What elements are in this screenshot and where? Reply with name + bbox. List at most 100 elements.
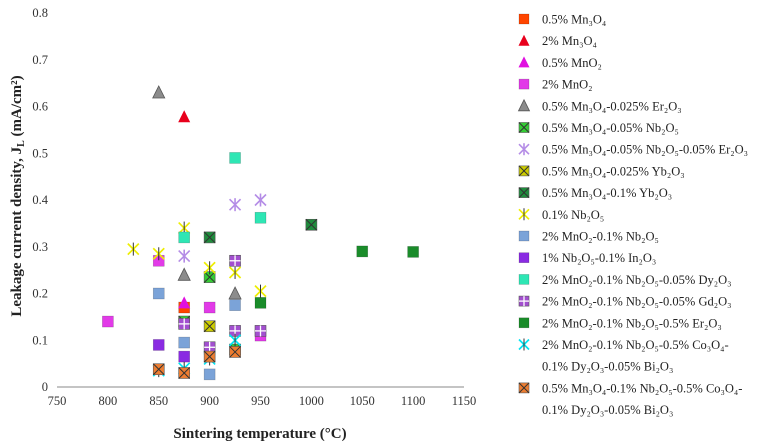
y-axis-title-unit: (mA/cm²) [9,75,25,140]
legend-marker [518,338,530,351]
data-point [203,261,216,275]
data-point [178,336,190,349]
data-point [178,249,191,263]
data-point [356,245,369,258]
legend-marker [518,382,530,394]
data-point [178,296,191,309]
data-point [203,320,216,333]
y-tick-labels: 0 0.1 0.2 0.3 0.4 0.5 0.6 0.7 0.8 [32,6,48,394]
legend-marker [518,252,530,263]
legend-label: 2% MnO₂-0.1% Nb₂O₅ [542,230,659,244]
data-point [254,211,267,224]
legend-entry: 0.1% Nb₂O₅ [518,208,604,222]
data-point [152,247,165,261]
data-point [229,346,241,358]
data-point [228,265,242,279]
legend-entry: 0.5% Mn₃O₄-0.05% Nb₂O₅ [518,121,679,135]
data-point [254,297,267,309]
legend-label: 0.5% Mn₃O₄-0.1% Yb₂O₃ [542,186,672,200]
x-tick-label: 750 [48,394,67,408]
legend-entry: 2% MnO₂-0.1% Nb₂O₅-0.05% Gd₂O₃ [518,295,731,309]
data-point [203,368,216,381]
x-tick-label: 1100 [401,394,426,408]
legend-entry: 2% MnO₂-0.1% Nb₂O₅-0.5% Er₂O₃ [518,316,722,330]
data-point [203,350,216,363]
data-point [177,267,191,281]
data-point [407,246,419,258]
data-point [178,350,190,363]
data-point [152,287,165,300]
legend-marker [518,13,530,25]
y-tick-label: 0 [42,380,48,394]
legend-label: 0.5% Mn₃O₄-0.05% Nb₂O₅-0.05% Er₂O₃ [542,143,748,157]
data-point [228,198,242,212]
y-tick-label: 0.4 [32,193,48,207]
legend-entry: 0.5% Mn₃O₄ [518,13,606,27]
y-tick-label: 0.8 [32,6,48,20]
y-tick-label: 0.1 [32,333,48,347]
legend: 0.5% Mn₃O₄ 2% Mn₃O₄ 0.5% MnO₂ 2% MnO₂ 0.5% M… [517,13,748,417]
data-point [254,193,267,207]
legend-marker [518,34,530,46]
legend-entry: 0.5% Mn₃O₄-0.025% Yb₂O₃ [518,164,685,178]
y-tick-label: 0.2 [32,287,48,301]
legend-marker [517,98,531,112]
data-point [203,301,216,314]
legend-entry: 1% Nb₂O₅-0.1% In₂O₃ [518,251,656,265]
data-point [178,110,191,123]
legend-entry: 0.5% Mn₃O₄-0.05% Nb₂O₅-0.05% Er₂O₃ [518,143,748,157]
x-tick-label: 850 [149,394,168,408]
data-point [229,299,241,311]
legend-marker [518,143,530,156]
data-point [178,318,190,330]
data-point [305,218,318,231]
legend-label: 2% MnO₂-0.1% Nb₂O₅-0.5% Er₂O₃ [542,316,722,330]
legend-marker [518,295,530,307]
data-point [254,284,267,298]
data-point [229,152,241,164]
legend-label: 0.5% Mn₃O₄-0.05% Nb₂O₅ [542,121,679,135]
data-point [178,367,191,379]
legend-entry: 0.5% Mn₃O₄-0.1% Nb₂O₅-0.5% Co₃O₄- 0.1% Dy… [518,381,742,417]
x-tick-label: 1000 [299,394,324,408]
legend-marker [518,187,530,198]
legend-label: 0.5% Mn₃O₄-0.025% Er₂O₃ [542,99,682,113]
data-point [228,333,242,347]
data-point [127,242,140,256]
legend-label: 2% MnO₂-0.1% Nb₂O₅-0.5% Co₃O₄- [542,338,729,352]
x-tick-label: 900 [200,394,219,408]
legend-entry: 0.5% Mn₃O₄-0.025% Er₂O₃ [517,98,682,113]
legend-entry: 2% MnO₂ [518,78,593,92]
y-tick-label: 0.3 [32,240,48,254]
legend-label: 1% Nb₂O₅-0.1% In₂O₃ [542,251,656,265]
data-point [228,286,242,300]
legend-entry: 2% MnO₂-0.1% Nb₂O₅-0.5% Co₃O₄- 0.1% Dy₂O₃… [518,338,729,374]
x-tick-label: 1150 [452,394,477,408]
legend-marker [518,317,530,329]
data-point [254,325,267,337]
y-tick-label: 0.5 [32,146,48,160]
legend-marker [518,208,530,221]
y-axis-title-sub: L [16,140,27,147]
x-tick-label: 1050 [350,394,375,408]
data-point [229,254,241,267]
legend-label: 2% MnO₂-0.1% Nb₂O₅-0.05% Dy₂O₃ [542,273,731,287]
x-tick-labels: 750 800 850 900 950 1000 1050 1100 1150 [48,394,477,408]
legend-label: 2% MnO₂ [542,78,593,92]
x-axis-title: Sintering temperature (°C) [173,426,346,442]
legend-label: 2% Mn₃O₄ [542,34,597,48]
x-tick-label: 950 [251,394,270,408]
y-axis-title: Leakage current density, JL (mA/cm²) [9,75,27,316]
legend-label: 0.5% Mn₃O₄ [542,13,606,27]
legend-entry: 2% MnO₂-0.1% Nb₂O₅ [518,230,659,244]
legend-label: 0.1% Dy₂O₃-0.05% Bi₂O₃ [542,360,673,374]
legend-label: 2% MnO₂-0.1% Nb₂O₅-0.05% Gd₂O₃ [542,295,731,309]
data-point [203,231,216,244]
legend-entry: 2% MnO₂-0.1% Nb₂O₅-0.05% Dy₂O₃ [518,273,731,287]
legend-label: 0.5% MnO₂ [542,56,602,70]
data-points [102,85,419,381]
data-point [178,231,190,244]
legend-entry: 0.5% MnO₂ [518,56,602,70]
legend-label: 0.1% Dy₂O₃-0.05% Bi₂O₃ [542,403,673,417]
